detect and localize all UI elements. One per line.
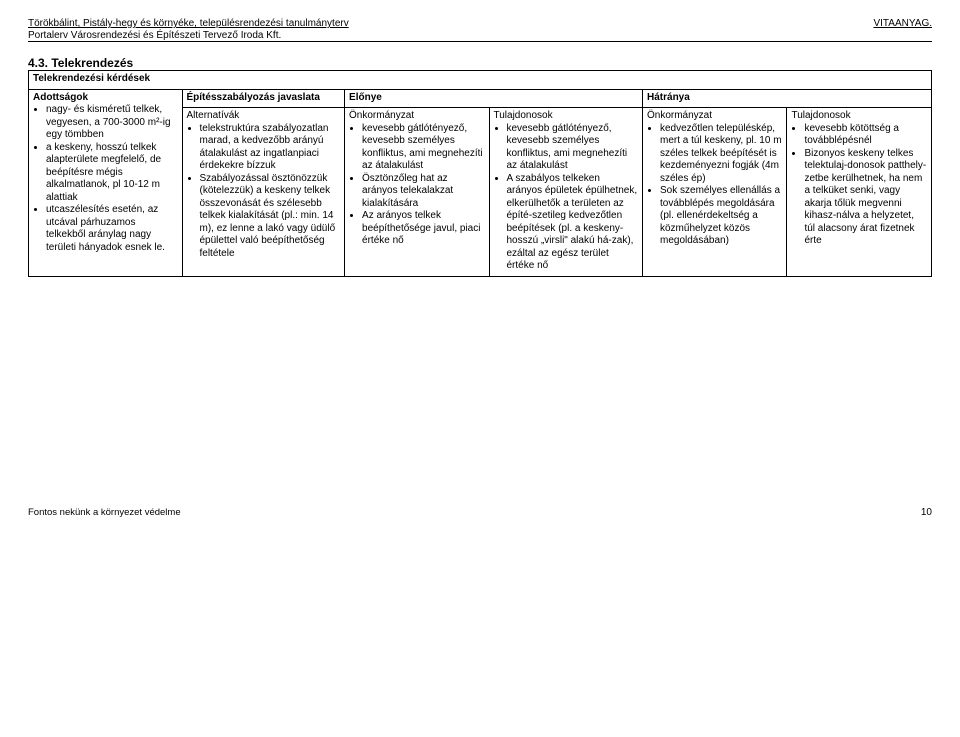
- list-item: kedvezőtlen településkép, mert a túl kes…: [660, 123, 782, 186]
- list-item: a keskeny, hosszú telkek alapterülete me…: [46, 142, 178, 205]
- list-item: nagy- és kisméretű telkek, vegyesen, a 7…: [46, 104, 178, 142]
- subhead-alternativak: Alternatívák telekstruktúra szabályozatl…: [182, 108, 345, 277]
- head-hatranya: Hátránya: [643, 89, 932, 108]
- header-row: Törökbálint, Pistály-hegy és környéke, t…: [28, 18, 932, 29]
- list-item: A szabályos telkeken arányos épületek ép…: [507, 173, 639, 273]
- header-subtitle: Portalerv Városrendezési és Építészeti T…: [28, 30, 932, 41]
- list-item: kevesebb gátlótényező, kevesebb személye…: [362, 123, 484, 173]
- head-epitesszab: Építésszabályozás javaslata: [182, 89, 345, 108]
- header-right: VITAANYAG.: [873, 18, 932, 29]
- footer: Fontos nekünk a környezet védelme 10: [28, 507, 932, 518]
- table-title-row: Telekrendezési kérdések: [29, 71, 932, 90]
- subhead-onkorm-elony: Önkormányzat kevesebb gátlótényező, keve…: [345, 108, 489, 277]
- adottsagok-list: nagy- és kisméretű telkek, vegyesen, a 7…: [33, 104, 178, 254]
- subhead-tulaj-hatrany-label: Tulajdonosok: [791, 110, 850, 121]
- onkorm-elony-r2: Ösztönzőleg hat az arányos telekalakzat …: [349, 173, 484, 248]
- list-item: Ösztönzőleg hat az arányos telekalakzat …: [362, 173, 484, 211]
- header-title: Törökbálint, Pistály-hegy és környéke, t…: [28, 18, 349, 29]
- subhead-tulaj-elony-label: Tulajdonosok: [494, 110, 553, 121]
- list-item: kevesebb kötöttség a továbblépésnél: [804, 123, 927, 148]
- list-item: utcaszélesítés esetén, az utcával párhuz…: [46, 204, 178, 254]
- subhead-onkorm-hatrany: Önkormányzat kedvezőtlen településkép, m…: [643, 108, 787, 277]
- subhead-tulaj-elony: Tulajdonosok kevesebb gátlótényező, keve…: [489, 108, 643, 277]
- table-header-row: Adottságok nagy- és kisméretű telkek, ve…: [29, 89, 932, 108]
- list-item: Bizonyos keskeny telkes telektulaj-donos…: [804, 148, 927, 248]
- onkorm-hatrany-r2: Sok személyes ellenállás a továbblépés m…: [647, 185, 782, 248]
- table-title-cell: Telekrendezési kérdések: [29, 71, 932, 90]
- header-divider: [28, 41, 932, 42]
- page-number: 10: [921, 507, 932, 518]
- list-item: Sok személyes ellenállás a továbblépés m…: [660, 185, 782, 248]
- list-item: Az arányos telkek beépíthetősége javul, …: [362, 210, 484, 248]
- footer-left: Fontos nekünk a környezet védelme: [28, 507, 181, 518]
- section-number: 4.3. Telekrendezés: [28, 56, 932, 70]
- list-item: kevesebb gátlótényező, kevesebb személye…: [507, 123, 639, 173]
- tulaj-elony-r2: A szabályos telkeken arányos épületek ép…: [494, 173, 639, 273]
- head-hatranya-label: Hátránya: [647, 92, 690, 103]
- subhead-onkorm-hatrany-label: Önkormányzat: [647, 110, 712, 121]
- subhead-onkorm-elony-label: Önkormányzat: [349, 110, 414, 121]
- alt-list-r2: Szabályozással ösztönözzük (kötelezzük) …: [187, 173, 341, 261]
- list-item: Szabályozással ösztönözzük (kötelezzük) …: [200, 173, 341, 261]
- head-adottsagok-label: Adottságok: [33, 92, 88, 103]
- onkorm-hatrany-r1: kedvezőtlen településkép, mert a túl kes…: [647, 123, 782, 186]
- head-elonye: Előnye: [345, 89, 643, 108]
- page: Törökbálint, Pistály-hegy és környéke, t…: [0, 0, 960, 530]
- subhead-tulaj-hatrany: Tulajdonosok kevesebb kötöttség a tovább…: [787, 108, 932, 277]
- head-epitesszab-label: Építésszabályozás javaslata: [187, 92, 320, 103]
- onkorm-elony-r1: kevesebb gátlótényező, kevesebb személye…: [349, 123, 484, 173]
- main-table: Telekrendezési kérdések Adottságok nagy-…: [28, 70, 932, 277]
- head-adottsagok: Adottságok nagy- és kisméretű telkek, ve…: [29, 89, 183, 276]
- alt-list-r1: telekstruktúra szabályozatlan marad, a k…: [187, 123, 341, 173]
- head-elonye-label: Előnye: [349, 92, 382, 103]
- header-left: Törökbálint, Pistály-hegy és környéke, t…: [28, 18, 349, 29]
- subhead-alternativak-label: Alternatívák: [187, 110, 240, 121]
- tulaj-hatrany-r2: Bizonyos keskeny telkes telektulaj-donos…: [791, 148, 927, 248]
- tulaj-elony-r1: kevesebb gátlótényező, kevesebb személye…: [494, 123, 639, 173]
- tulaj-hatrany-r1: kevesebb kötöttség a továbblépésnél: [791, 123, 927, 148]
- list-item: telekstruktúra szabályozatlan marad, a k…: [200, 123, 341, 173]
